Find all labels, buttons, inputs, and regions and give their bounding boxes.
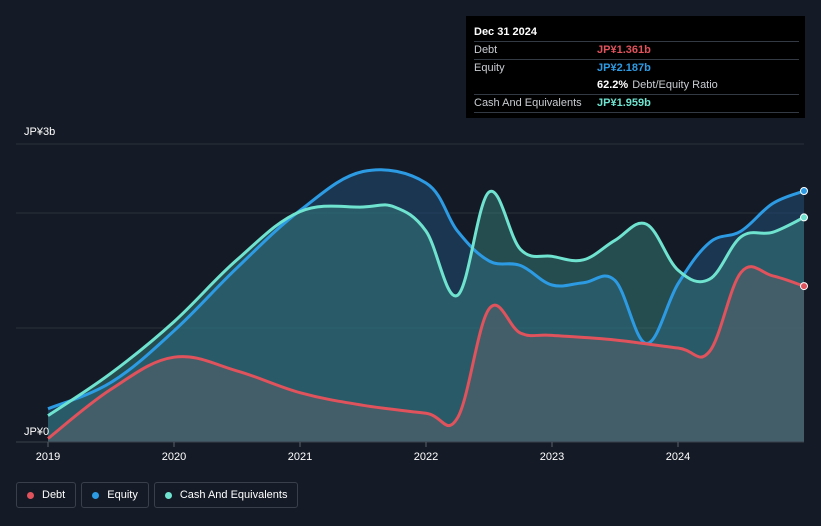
end-markers[interactable] [800,187,808,291]
legend-cash-label: Cash And Equivalents [179,489,288,501]
legend-item-cash[interactable]: Cash And Equivalents [153,482,299,508]
debt-end-marker[interactable] [800,282,808,291]
chart: 2019 2020 2021 2022 2023 2024 JP¥3b JP¥0 [16,126,808,463]
tooltip-cash-value: JP¥1.959b [597,97,651,109]
axis: 2019 2020 2021 2022 2023 2024 [16,441,804,463]
x-tick-label: 2023 [540,451,564,463]
y-axis-bottom-label: JP¥0 [24,426,49,438]
debt-line [47,265,805,440]
tooltip-equity-value: JP¥2.187b [597,62,651,74]
tooltip-row-equity: Equity JP¥2.187b [474,59,799,76]
equity-dot-icon [92,491,100,499]
tooltip-debt-label: Debt [474,44,498,56]
equity-line [47,168,805,411]
tooltip-row-debt: Debt JP¥1.361b [474,41,799,58]
tooltip-row-cash: Cash And Equivalents JP¥1.959b [474,94,799,111]
tooltip-row-ratio: 62.2% Debt/Equity Ratio [474,77,799,93]
tooltip-equity-label: Equity [474,62,505,74]
tooltip-cash-label: Cash And Equivalents [474,97,582,109]
debt-area [48,266,804,442]
series-areas [48,169,804,442]
legend-item-debt[interactable]: Debt [16,482,77,508]
x-tick-label: 2022 [414,451,438,463]
legend-debt-label: Debt [42,489,66,501]
cash-line [47,189,805,417]
cash-end-marker[interactable] [800,213,808,222]
tooltip-date: Dec 31 2024 [474,26,537,38]
debt-dot-icon [27,491,34,499]
cash-dot-icon [164,491,172,499]
tooltip-ratio-value: 62.2% [597,79,629,91]
x-tick-label: 2021 [288,451,312,463]
tooltip-debt-value: JP¥1.361b [597,44,651,56]
legend-equity-label: Equity [107,489,138,501]
tooltip: Dec 31 2024 Debt JP¥1.361b Equity JP¥2.1… [466,16,805,118]
equity-end-marker[interactable] [800,187,808,195]
legend-item-equity[interactable]: Equity [81,482,149,508]
series-lines [47,168,805,440]
legend: Debt Equity Cash And Equivalents [16,482,299,508]
x-tick-label: 2024 [666,451,690,463]
tooltip-ratio-label: Debt/Equity Ratio [632,79,718,91]
x-tick-label: 2020 [162,451,186,463]
y-axis-top-label: JP¥3b [24,126,55,138]
x-tick-label: 2019 [36,451,60,463]
